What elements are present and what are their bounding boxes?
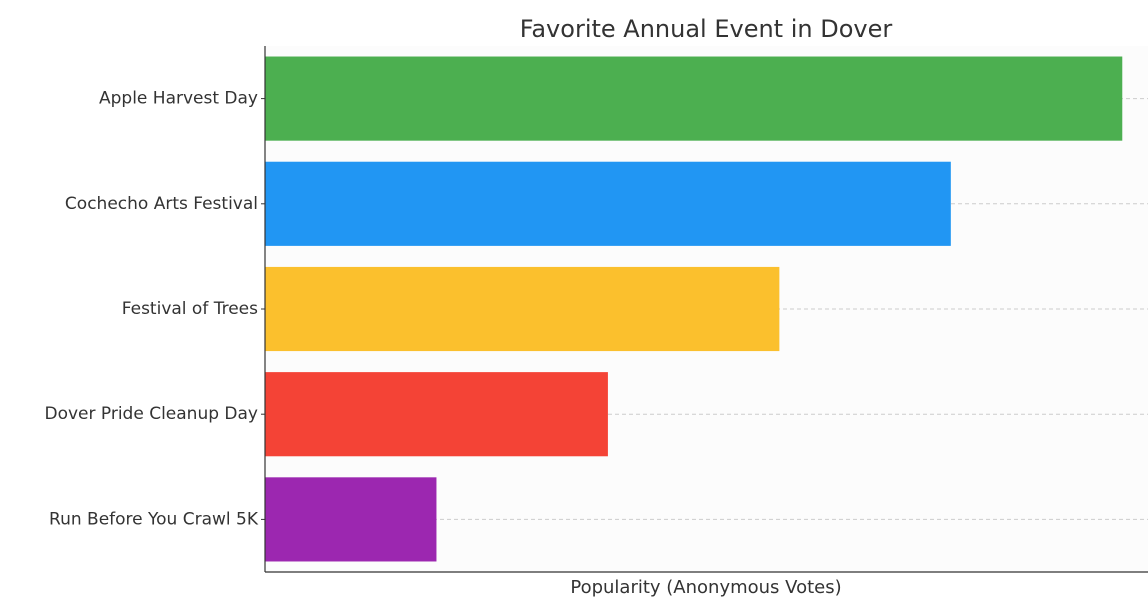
y-tick-label: Dover Pride Cleanup Day	[44, 404, 258, 424]
bar-festival-of-trees	[265, 266, 780, 352]
bars	[265, 56, 1123, 562]
y-tick-label: Festival of Trees	[122, 299, 258, 319]
bar-apple-harvest-day	[265, 56, 1123, 141]
chart-title: Favorite Annual Event in Dover	[520, 15, 893, 43]
bar-cochecho-arts-festival	[265, 161, 951, 246]
x-axis-label: Popularity (Anonymous Votes)	[570, 577, 841, 597]
y-tick-label: Cochecho Arts Festival	[65, 194, 258, 214]
y-tick-label: Apple Harvest Day	[99, 89, 258, 109]
y-tick-labels: Apple Harvest Day Cochecho Arts Festival F…	[44, 89, 265, 529]
bar-run-before-you-crawl-5k	[265, 477, 437, 562]
y-tick-label: Run Before You Crawl 5K	[49, 509, 259, 529]
bar-dover-pride-cleanup-day	[265, 372, 608, 457]
